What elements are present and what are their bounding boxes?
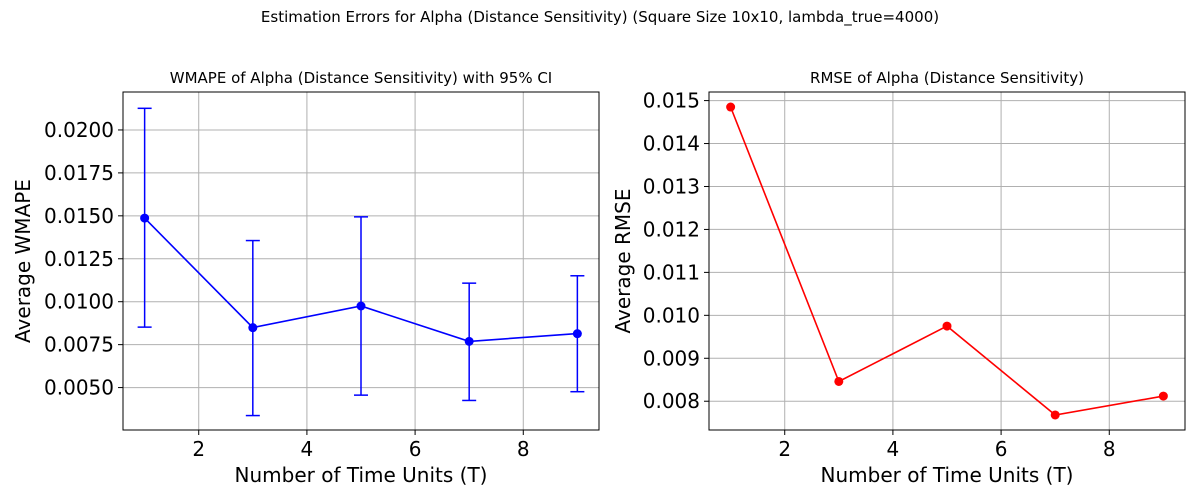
wmape-x-tick-label-3: 8 — [517, 437, 530, 461]
wmape-y-tick-label-4: 0.0150 — [44, 204, 114, 228]
wmape-y-tick-label-0: 0.0050 — [44, 376, 114, 400]
rmse-data-point-1 — [834, 376, 844, 386]
wmape-x-tick-label-1: 4 — [301, 437, 314, 461]
rmse-y-tick-label-4: 0.012 — [643, 217, 700, 241]
rmse-data-point-4 — [1158, 391, 1168, 401]
wmape-y-tick-label-2: 0.0100 — [44, 290, 114, 314]
rmse-y-tick-label-3: 0.011 — [643, 260, 700, 284]
rmse-x-tick-label-1: 4 — [887, 437, 900, 461]
rmse-y-tick-label-0: 0.008 — [643, 389, 700, 413]
rmse-y-tick-label-6: 0.014 — [643, 132, 700, 156]
rmse-x-tick-label-3: 8 — [1103, 437, 1116, 461]
wmape-data-point-0 — [140, 213, 150, 223]
wmape-x-tick-label-2: 6 — [409, 437, 422, 461]
rmse-series-line — [729, 106, 1164, 416]
rmse-data-point-0 — [726, 102, 736, 112]
figure-suptitle: Estimation Errors for Alpha (Distance Se… — [261, 8, 939, 27]
wmape-x-tick-label-0: 2 — [192, 437, 205, 461]
wmape-data-point-4 — [572, 329, 582, 339]
wmape-data-point-1 — [248, 323, 258, 333]
rmse-panel: RMSE of Alpha (Distance Sensitivity) Num… — [611, 69, 1186, 487]
wmape-data-point-3 — [464, 336, 474, 346]
wmape-x-axis-label: Number of Time Units (T) — [235, 463, 488, 487]
wmape-plot-frame — [122, 91, 600, 431]
rmse-x-tick-label-0: 2 — [778, 437, 791, 461]
rmse-y-tick-label-7: 0.015 — [643, 89, 700, 113]
rmse-y-tick-label-1: 0.009 — [643, 346, 700, 370]
wmape-y-tick-label-6: 0.0200 — [44, 118, 114, 142]
wmape-y-axis-label: Average WMAPE — [11, 179, 35, 343]
wmape-data-point-2 — [356, 301, 366, 311]
rmse-chart-title: RMSE of Alpha (Distance Sensitivity) — [810, 69, 1084, 87]
rmse-plot-frame — [708, 91, 1186, 431]
wmape-chart-title: WMAPE of Alpha (Distance Sensitivity) wi… — [170, 69, 553, 87]
rmse-y-axis-label: Average RMSE — [611, 189, 635, 334]
rmse-x-axis-label: Number of Time Units (T) — [821, 463, 1074, 487]
rmse-data-point-3 — [1050, 410, 1060, 420]
rmse-y-tick-label-2: 0.010 — [643, 303, 700, 327]
rmse-data-point-2 — [942, 321, 952, 331]
wmape-y-tick-label-5: 0.0175 — [44, 161, 114, 185]
rmse-y-tick-label-5: 0.013 — [643, 174, 700, 198]
wmape-panel: WMAPE of Alpha (Distance Sensitivity) wi… — [11, 69, 600, 487]
rmse-x-tick-label-2: 6 — [995, 437, 1008, 461]
wmape-y-tick-label-1: 0.0075 — [44, 333, 114, 357]
wmape-y-tick-label-3: 0.0125 — [44, 247, 114, 271]
